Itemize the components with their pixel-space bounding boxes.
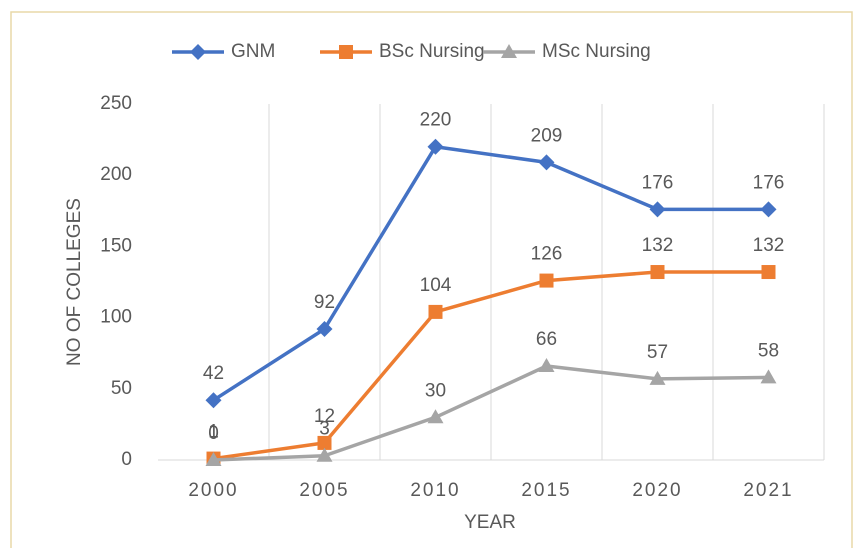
- marker: [539, 273, 554, 288]
- data-label: 42: [203, 363, 224, 384]
- data-label: 104: [420, 275, 452, 296]
- y-tick-label: 100: [100, 307, 132, 328]
- data-label: 92: [314, 292, 335, 313]
- data-label: 30: [425, 380, 446, 401]
- series-line: [212, 144, 769, 402]
- marker: [316, 320, 333, 337]
- x-tick-label: 2021: [743, 480, 793, 501]
- data-label: 176: [642, 172, 674, 193]
- marker: [428, 304, 443, 319]
- data-label: 12: [314, 406, 335, 427]
- x-tick-label: 2000: [188, 480, 238, 501]
- marker: [538, 154, 555, 171]
- x-tick-label: 2015: [521, 480, 571, 501]
- marker: [427, 409, 444, 424]
- x-tick-label: 2020: [632, 480, 682, 501]
- data-label: 132: [753, 235, 785, 256]
- data-label: 0: [208, 423, 219, 444]
- x-tick-label: 2005: [299, 480, 349, 501]
- y-tick-label: 50: [111, 378, 132, 399]
- y-tick-label: 0: [121, 449, 132, 470]
- y-tick-label: 200: [100, 164, 132, 185]
- marker: [650, 265, 665, 280]
- data-label: 58: [758, 340, 779, 361]
- data-label: 220: [420, 110, 452, 131]
- marker: [427, 138, 444, 155]
- marker: [317, 435, 332, 450]
- legend-marker: [501, 44, 517, 58]
- data-label: 126: [531, 244, 563, 265]
- marker: [760, 201, 777, 218]
- chart-border: [10, 11, 853, 548]
- y-axis-title: NO OF COLLEGES: [64, 198, 85, 366]
- legend-label: GNM: [231, 41, 275, 62]
- y-tick-label: 150: [100, 235, 132, 256]
- marker: [761, 265, 776, 280]
- data-label: 209: [531, 125, 563, 146]
- marker: [316, 447, 333, 462]
- data-label: 66: [536, 329, 557, 350]
- marker: [205, 452, 222, 466]
- y-tick-label: 250: [100, 93, 132, 114]
- legend-marker: [339, 45, 353, 59]
- data-label: 3: [319, 419, 330, 440]
- x-axis-title: YEAR: [464, 512, 516, 533]
- legend-label: BSc Nursing: [379, 41, 485, 62]
- marker: [538, 358, 555, 373]
- data-label: 1: [208, 422, 219, 443]
- series-line: [213, 270, 769, 461]
- marker: [649, 201, 666, 218]
- marker: [760, 369, 777, 384]
- legend-marker: [190, 44, 206, 60]
- marker: [649, 370, 666, 385]
- legend-label: MSc Nursing: [542, 41, 651, 62]
- x-tick-label: 2010: [410, 480, 460, 501]
- series-line: [213, 364, 769, 462]
- data-label: 57: [647, 342, 668, 363]
- data-label: 132: [642, 235, 674, 256]
- data-label: 176: [753, 172, 785, 193]
- marker: [205, 392, 222, 409]
